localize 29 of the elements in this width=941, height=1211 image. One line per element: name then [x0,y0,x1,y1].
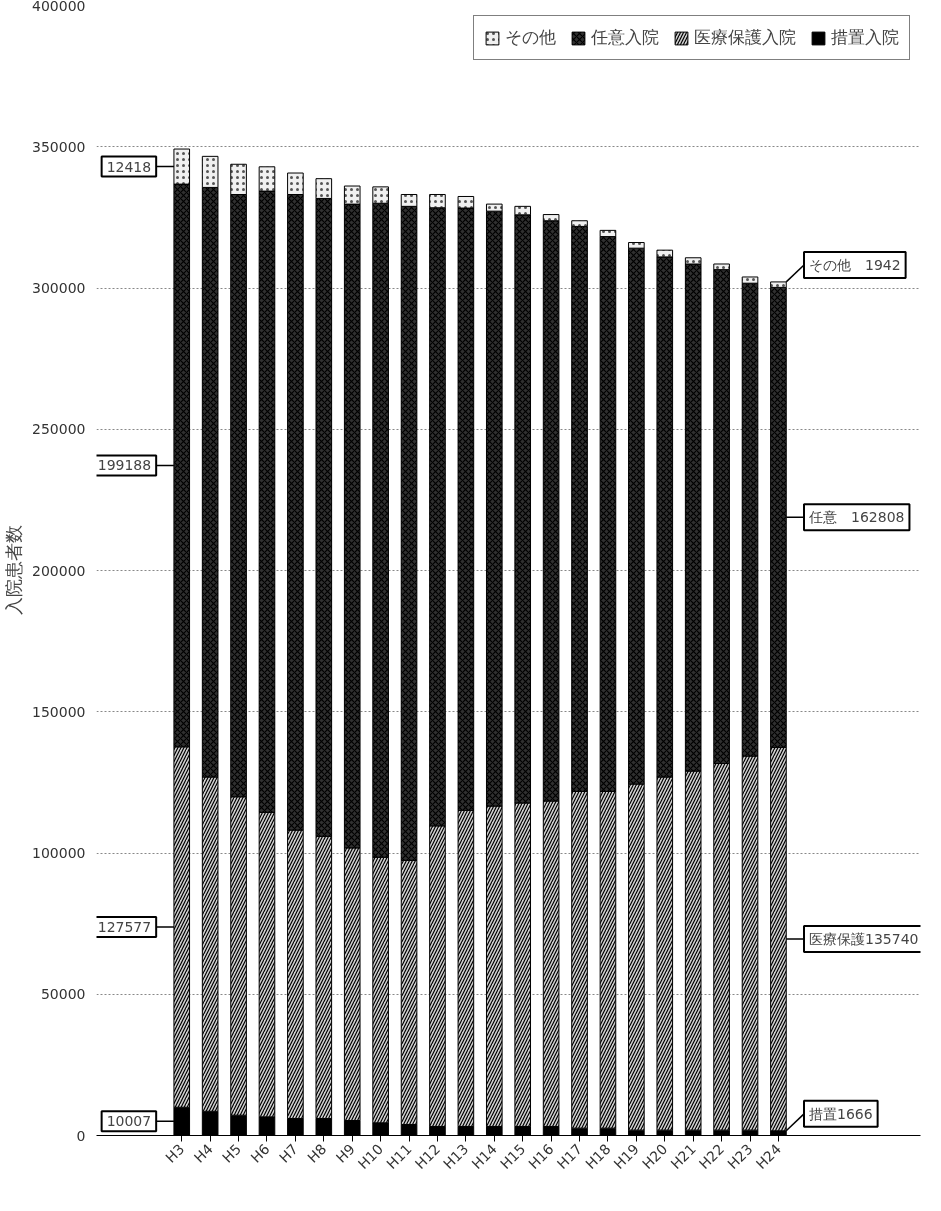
x-tick-label: H4 [190,1140,216,1166]
y-tick-label: 0 [76,1127,86,1144]
y-tick-label: 300000 [32,280,86,296]
y-tick-label: 100000 [32,845,86,861]
y-tick-label: 50000 [40,986,86,1003]
x-tick-label: H3 [162,1140,188,1166]
x-tick-label: H8 [304,1140,330,1166]
x-tick-label: H7 [275,1140,302,1166]
legend-label: その他 [505,26,556,49]
y-tick-label: 200000 [32,562,86,579]
legend-label: 任意入院 [591,26,659,49]
data-label: 任意 162808 [808,509,905,526]
y-tick-label: 250000 [32,421,86,438]
x-tick-label: H6 [247,1140,273,1166]
data-label: 12418 [106,158,152,175]
legend-label: 医療保護入院 [694,26,796,49]
data-label: その他 1942 [809,256,901,273]
x-tick-label: H5 [219,1140,245,1166]
data-label: 措置1666 [809,1105,873,1122]
data-label: 127577 [97,919,152,936]
y-tick-label: 350000 [32,138,86,155]
y-tick-label: 400000 [32,0,86,14]
x-tick-label: H9 [332,1140,358,1166]
y-tick-label: 150000 [32,703,86,720]
y-axis-title: 入院患者数 [3,525,25,616]
data-label: 10007 [106,1113,152,1130]
data-label: 199188 [97,457,152,474]
legend-label: 措置入院 [831,26,899,49]
data-label: 医療保護135740 [809,931,919,948]
